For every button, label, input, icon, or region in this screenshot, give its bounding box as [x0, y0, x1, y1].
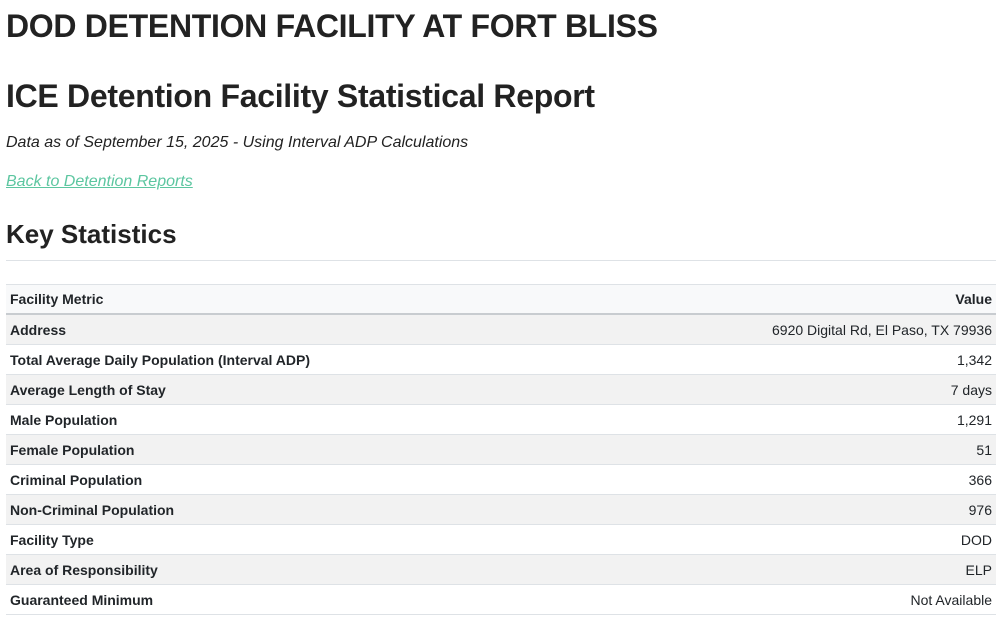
metric-value: 51 [976, 441, 992, 458]
column-header-metric: Facility Metric [6, 284, 575, 315]
table-row: Criminal Population 366 [6, 464, 996, 495]
report-subtitle: Data as of September 15, 2025 - Using In… [6, 134, 469, 151]
metric-label: Total Average Daily Population (Interval… [10, 351, 311, 368]
metric-value: 1,342 [956, 351, 992, 368]
metric-value: DOD [960, 531, 992, 548]
table-row: Female Population 51 [6, 434, 996, 465]
report-title: ICE Detention Facility Statistical Repor… [6, 78, 595, 114]
metric-value: 366 [968, 471, 992, 488]
column-header-value: Value [574, 284, 996, 315]
table-row: Area of Responsibility ELP [6, 554, 996, 585]
metric-label: Criminal Population [10, 471, 143, 488]
section-title: Key Statistics [6, 218, 996, 261]
metric-value: ELP [965, 561, 992, 578]
metric-label: Area of Responsibility [10, 561, 158, 578]
table-header-row: Facility Metric Value [6, 284, 996, 315]
table-row: Non-Criminal Population 976 [6, 494, 996, 525]
back-to-reports-link[interactable]: Back to Detention Reports [6, 173, 193, 190]
metric-value: 7 days [950, 381, 992, 398]
table-row: Address 6920 Digital Rd, El Paso, TX 799… [6, 314, 996, 345]
metric-value: 976 [968, 501, 992, 518]
metric-value: Not Available [910, 591, 992, 608]
table-row: Average Length of Stay 7 days [6, 374, 996, 405]
metric-label: Female Population [10, 441, 135, 458]
metric-label: Guaranteed Minimum [10, 591, 154, 608]
table-row: Total Average Daily Population (Interval… [6, 344, 996, 375]
metric-value: 6920 Digital Rd, El Paso, TX 79936 [772, 321, 992, 338]
metric-label: Non-Criminal Population [10, 501, 175, 518]
key-statistics-table: Facility Metric Value Address 6920 Digit… [6, 284, 996, 615]
metric-label: Average Length of Stay [10, 381, 166, 398]
table-row: Guaranteed Minimum Not Available [6, 584, 996, 615]
metric-label: Facility Type [10, 531, 94, 548]
metric-value: 1,291 [956, 411, 992, 428]
metric-label: Address [10, 321, 67, 338]
table-row: Male Population 1,291 [6, 404, 996, 435]
table-row: Facility Type DOD [6, 524, 996, 555]
facility-title: DOD DETENTION FACILITY AT FORT BLISS [6, 8, 658, 44]
metric-label: Male Population [10, 411, 118, 428]
